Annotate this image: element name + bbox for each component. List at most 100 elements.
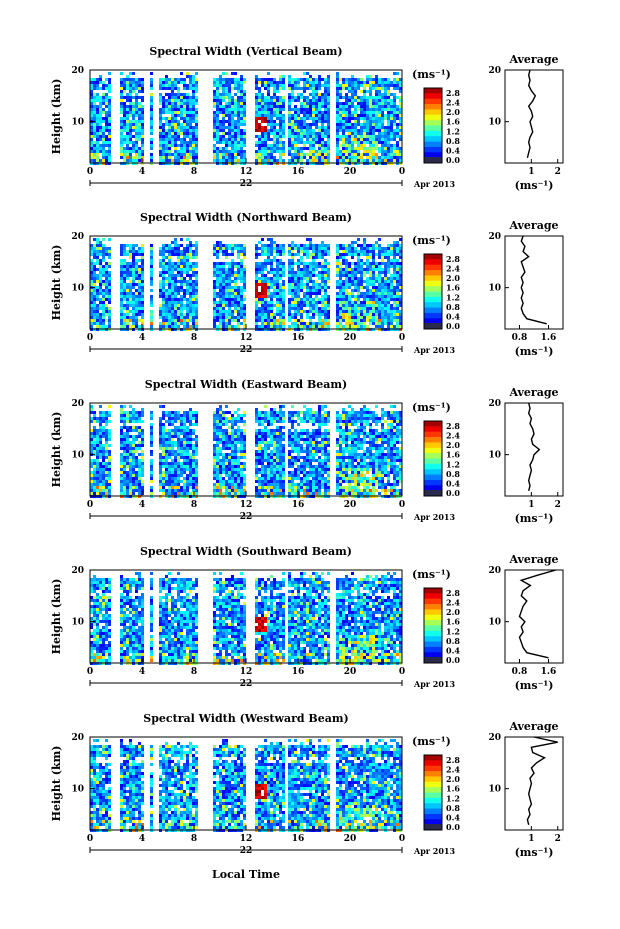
avg-x-tick-label: 2 bbox=[555, 500, 561, 510]
panel-title: Spectral Width (Eastward Beam) bbox=[145, 378, 347, 391]
colorbar-frame bbox=[423, 754, 443, 831]
x-tick-label: 8 bbox=[191, 667, 197, 677]
average-title: Average bbox=[508, 219, 558, 232]
colorbar-tick-label: 0.4 bbox=[446, 478, 460, 488]
colorbar-tick-label: 0.0 bbox=[446, 488, 460, 498]
panel-title: Spectral Width (Northward Beam) bbox=[140, 211, 352, 224]
colorbar-frame bbox=[423, 253, 443, 330]
avg-x-tick-label: 2 bbox=[555, 167, 561, 177]
x-tick-label: 4 bbox=[139, 333, 145, 343]
x-tick-label: 16 bbox=[292, 667, 305, 677]
average-unit: (ms⁻¹) bbox=[515, 512, 554, 525]
colorbar-frame bbox=[423, 420, 443, 497]
colorbar-frame bbox=[423, 87, 443, 164]
panel-1: Spectral Width (Vertical Beam)1020Height… bbox=[50, 45, 564, 192]
date-label: Apr 2013 bbox=[413, 846, 456, 856]
colorbar-tick-label: 2.4 bbox=[446, 98, 460, 108]
average-title: Average bbox=[508, 386, 558, 399]
colorbar-unit: (ms⁻¹) bbox=[412, 401, 451, 414]
y-tick-label: 20 bbox=[71, 399, 84, 409]
colorbar-tick-label: 0.4 bbox=[446, 812, 460, 822]
avg-x-tick-label: 0.8 bbox=[512, 667, 528, 677]
average-profile-line bbox=[526, 736, 558, 825]
avg-x-tick-label: 0.8 bbox=[512, 333, 528, 343]
day-label: 22 bbox=[240, 512, 253, 522]
colorbar-tick-label: 0.0 bbox=[446, 822, 460, 832]
panel-4: Spectral Width (Southward Beam) 10 20 Heigh… bbox=[50, 545, 564, 692]
x-tick-label: 12 bbox=[240, 667, 253, 677]
colorbar-tick-label: 2.0 bbox=[446, 273, 460, 283]
average-unit: (ms⁻¹) bbox=[515, 345, 554, 358]
colorbar-tick-label: 2.0 bbox=[446, 607, 460, 617]
y-tick-label: 20 bbox=[71, 232, 84, 242]
x-tick-label: 20 bbox=[344, 500, 357, 510]
avg-x-tick-label: 1 bbox=[528, 834, 534, 844]
colorbar-tick-label: 2.8 bbox=[446, 588, 460, 598]
y-axis-label: Height (km) bbox=[50, 746, 63, 822]
average-frame bbox=[504, 402, 564, 497]
panel-title: Spectral Width (Vertical Beam) bbox=[149, 45, 342, 58]
date-label: Apr 2013 bbox=[413, 179, 456, 189]
heatmap-cells bbox=[90, 72, 402, 165]
y-tick-label: 10 bbox=[71, 284, 84, 294]
x-tick-label: 16 bbox=[292, 333, 305, 343]
colorbar-tick-label: 2.8 bbox=[446, 755, 460, 765]
y-axis-label: Height (km) bbox=[50, 79, 63, 155]
x-tick-label: 4 bbox=[139, 667, 145, 677]
day-label: 22 bbox=[240, 679, 253, 689]
x-tick-label: 4 bbox=[139, 167, 145, 177]
x-tick-label: 20 bbox=[344, 333, 357, 343]
heatmap-cells bbox=[90, 739, 402, 832]
average-title: Average bbox=[508, 553, 558, 566]
colorbar-tick-label: 1.6 bbox=[446, 784, 460, 794]
x-tick-label: 0 bbox=[87, 500, 93, 510]
colorbar-unit: (ms⁻¹) bbox=[412, 68, 451, 81]
y-axis-label: Height (km) bbox=[50, 412, 63, 488]
x-tick-label: 16 bbox=[292, 500, 305, 510]
day-label: 22 bbox=[240, 179, 253, 189]
average-panel: Average 10 20 0.8 1.6 (ms⁻¹) bbox=[488, 553, 564, 692]
x-tick-label: 0 bbox=[399, 834, 405, 844]
colorbar-tick-label: 0.0 bbox=[446, 655, 460, 665]
panel-5: Spectral Width (Westward Beam)1020Height… bbox=[50, 712, 564, 859]
avg-y-tick-label: 20 bbox=[488, 733, 501, 743]
avg-y-tick-label: 10 bbox=[488, 618, 501, 628]
average-unit: (ms⁻¹) bbox=[515, 846, 554, 859]
colorbar-tick-label: 1.6 bbox=[446, 617, 460, 627]
x-tick-label: 12 bbox=[240, 834, 253, 844]
colorbar-tick-label: 0.0 bbox=[446, 155, 460, 165]
x-tick-label: 16 bbox=[292, 167, 305, 177]
y-axis-label: Height (km) bbox=[50, 245, 63, 321]
x-tick-label: 8 bbox=[191, 333, 197, 343]
y-tick-label: 20 bbox=[71, 566, 84, 576]
avg-y-tick-label: 10 bbox=[488, 785, 501, 795]
colorbar: 2.82.42.01.61.20.80.40.0 bbox=[423, 420, 460, 498]
day-label: 22 bbox=[240, 345, 253, 355]
average-profile-line bbox=[527, 402, 541, 491]
panel-title: Spectral Width (Southward Beam) bbox=[140, 545, 352, 558]
colorbar-tick-label: 1.6 bbox=[446, 117, 460, 127]
average-frame bbox=[504, 235, 564, 330]
panel-2: Spectral Width (Northward Beam) 10 20 Heigh… bbox=[50, 211, 564, 358]
average-title: Average bbox=[508, 53, 558, 66]
panel-title: Spectral Width (Westward Beam) bbox=[143, 712, 348, 725]
colorbar-tick-label: 0.8 bbox=[446, 803, 460, 813]
x-tick-label: 4 bbox=[139, 500, 145, 510]
colorbar-tick-label: 1.2 bbox=[446, 126, 460, 136]
colorbar-tick-label: 0.8 bbox=[446, 136, 460, 146]
colorbar-tick-label: 2.8 bbox=[446, 421, 460, 431]
average-profile-line bbox=[526, 69, 537, 158]
avg-y-tick-label: 20 bbox=[488, 399, 501, 409]
y-tick-label: 10 bbox=[71, 118, 84, 128]
y-tick-label: 10 bbox=[71, 451, 84, 461]
colorbar-tick-label: 2.8 bbox=[446, 88, 460, 98]
x-tick-label: 8 bbox=[191, 167, 197, 177]
avg-x-tick-label: 1 bbox=[528, 500, 534, 510]
x-tick-label: 4 bbox=[139, 834, 145, 844]
heatmap-cells bbox=[90, 405, 402, 498]
colorbar-tick-label: 2.4 bbox=[446, 431, 460, 441]
x-axis-label: Local Time bbox=[212, 868, 280, 881]
avg-x-tick-label: 2 bbox=[555, 834, 561, 844]
day-label: 22 bbox=[240, 846, 253, 856]
colorbar-tick-label: 1.2 bbox=[446, 459, 460, 469]
